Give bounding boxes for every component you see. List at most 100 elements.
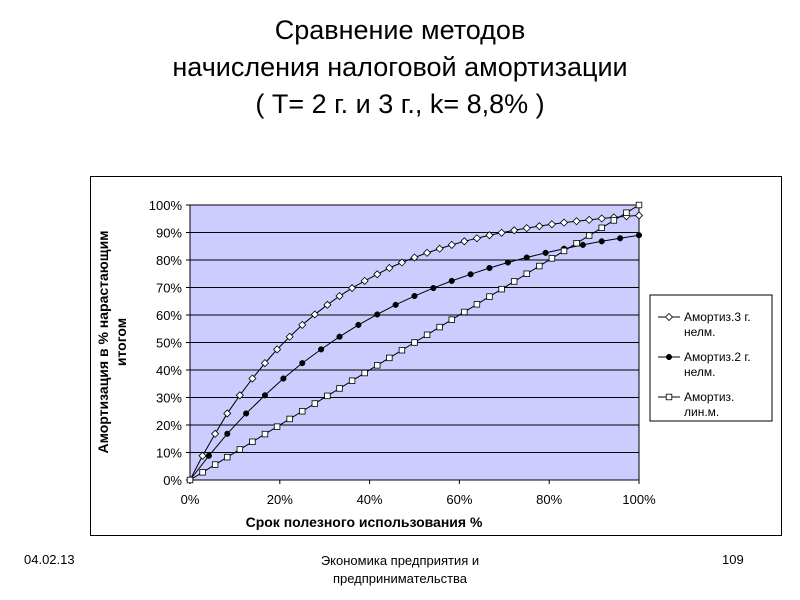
data-point: [585, 215, 594, 224]
data-point: [323, 300, 332, 309]
data-point: [311, 400, 319, 407]
legend-swatch-marker: [665, 353, 673, 361]
data-point: [223, 409, 232, 418]
y-tick-label: 0%: [163, 473, 182, 488]
slide-title: Сравнение методов начисления налоговой а…: [0, 12, 800, 123]
x-tick-label: 40%: [357, 492, 383, 507]
data-point: [361, 369, 368, 377]
legend-label-line-2: нелм.: [684, 325, 716, 339]
data-point: [374, 311, 381, 318]
x-tick-label: 100%: [622, 492, 656, 507]
data-point: [623, 209, 630, 216]
x-tick-label: 60%: [446, 492, 472, 507]
data-point: [485, 231, 494, 240]
gridlines: [190, 232, 639, 453]
data-point: [579, 241, 586, 248]
data-point: [535, 222, 544, 231]
y-axis-ticks: 0% 10% 20% 30% 40% 50% 60% 70% 80% 90% 100%: [149, 198, 190, 488]
data-point: [423, 248, 432, 257]
data-point: [460, 237, 469, 246]
data-point: [280, 375, 287, 382]
data-point: [205, 452, 212, 459]
data-point: [634, 211, 644, 220]
data-point: [260, 359, 270, 368]
data-point: [224, 430, 231, 437]
series-3: [186, 201, 643, 484]
data-point: [510, 278, 518, 285]
data-point: [236, 446, 244, 453]
data-point: [504, 259, 511, 266]
data-point: [299, 360, 306, 367]
data-point: [472, 234, 481, 243]
legend-entry-2: Амортиз.2 г.нелм.: [658, 350, 751, 379]
data-point: [486, 293, 493, 300]
data-point: [411, 339, 418, 346]
series-1: [185, 211, 644, 485]
data-point: [211, 429, 220, 438]
data-point: [635, 201, 643, 209]
depreciation-chart: 0% 10% 20% 30% 40% 50% 60% 70% 80% 90% 100% 0% 20% 4…: [90, 176, 782, 536]
data-point: [298, 320, 307, 329]
data-point: [572, 217, 581, 226]
y-axis-label-line-1: Амортизация в % нарастающим: [95, 230, 111, 453]
data-point: [386, 354, 393, 362]
data-point: [348, 377, 356, 384]
y-tick-label: 80%: [156, 253, 182, 268]
data-point: [635, 232, 643, 239]
x-tick-label: 20%: [267, 492, 293, 507]
data-point: [617, 235, 624, 242]
data-point: [598, 238, 605, 245]
data-point: [355, 321, 362, 328]
data-point: [360, 276, 369, 285]
data-point: [486, 264, 493, 272]
data-point: [285, 332, 294, 341]
data-point: [467, 271, 474, 278]
data-point: [573, 240, 580, 247]
y-tick-label: 100%: [149, 198, 183, 213]
footer-course-title: Экономика предприятия и предпринимательс…: [250, 552, 550, 588]
data-point: [411, 292, 418, 300]
data-point: [410, 253, 419, 262]
data-point: [435, 244, 444, 253]
data-point: [542, 249, 549, 256]
data-point: [547, 220, 556, 229]
y-axis-label-line-2: итогом: [113, 318, 129, 366]
legend-entry-3: Амортиз.лин.м.: [658, 390, 734, 419]
data-point: [318, 346, 325, 353]
data-point: [598, 224, 605, 232]
y-tick-label: 50%: [156, 336, 182, 351]
data-point: [447, 240, 456, 249]
data-point: [610, 217, 618, 224]
data-point: [523, 254, 530, 261]
data-point: [243, 410, 250, 417]
footer-date: 04.02.13: [24, 552, 75, 567]
legend: Амортиз.3 г.нелм.Амортиз.2 г.нелм.Аморти…: [649, 294, 773, 422]
data-point: [523, 270, 530, 277]
data-point: [273, 345, 282, 354]
slide-number: 109: [722, 552, 744, 567]
legend-swatch-marker: [665, 393, 673, 401]
data-point: [310, 310, 319, 319]
data-point: [324, 392, 331, 400]
data-point: [585, 232, 593, 239]
legend-label-line-2: нелм.: [684, 365, 716, 379]
x-axis-label: Срок полезного использования %: [246, 514, 483, 530]
data-point: [385, 263, 394, 273]
data-point: [560, 247, 568, 255]
x-tick-label: 0%: [181, 492, 200, 507]
data-point: [448, 316, 455, 323]
chart-container: 0% 10% 20% 30% 40% 50% 60% 70% 80% 90% 100% 0% 20% 4…: [90, 176, 782, 536]
data-point: [548, 255, 556, 262]
y-tick-label: 40%: [156, 363, 182, 378]
slide-title-line-2: начисления налоговой амортизации: [172, 52, 628, 82]
data-point: [335, 291, 344, 301]
legend-label-line-1: Амортиз.: [684, 390, 734, 404]
data-point: [273, 423, 281, 430]
y-tick-label: 90%: [156, 226, 182, 241]
data-point: [373, 270, 382, 279]
slide-title-line-3: ( Т= 2 г. и 3 г., k= 8,8% ): [255, 89, 545, 119]
data-point: [473, 301, 481, 308]
data-point: [224, 453, 231, 461]
y-tick-label: 20%: [156, 418, 182, 433]
data-point: [198, 451, 207, 460]
